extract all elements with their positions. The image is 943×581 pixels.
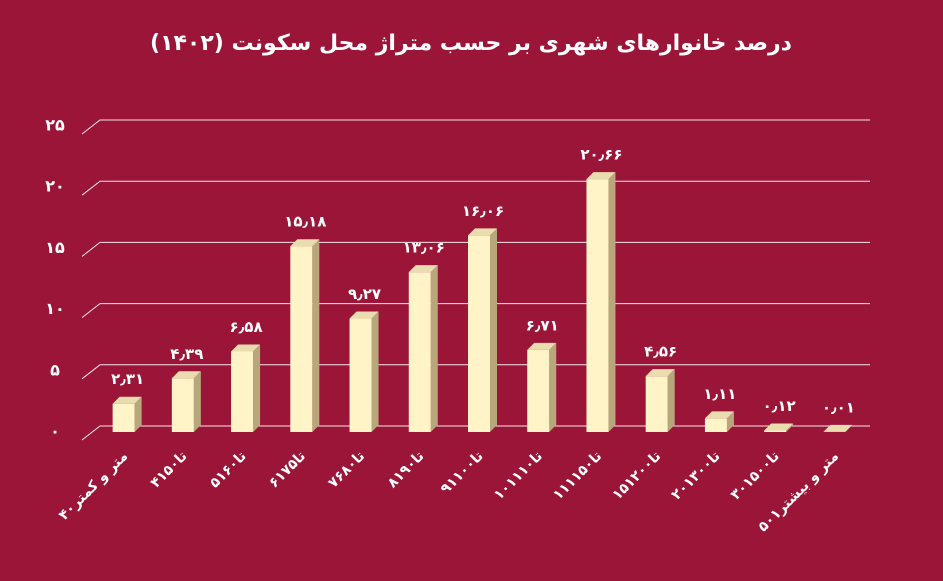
bar: [290, 246, 313, 432]
bar-top: [586, 172, 616, 180]
grid-line: [81, 119, 870, 135]
bar-top: [764, 423, 794, 431]
bar: [527, 349, 550, 432]
bar-top: [231, 344, 261, 352]
bar-top: [112, 396, 142, 404]
bar: [171, 378, 194, 432]
bar: [645, 376, 668, 432]
data-label: ۱۶٫۰۶: [462, 202, 504, 220]
bar: [704, 418, 727, 432]
bar: [468, 235, 490, 432]
bar: [764, 430, 787, 432]
chart-title: درصد خانوارهای شهری بر حسب متراژ محل سکو…: [150, 31, 792, 56]
bar-side: [786, 423, 794, 432]
bar-side: [726, 411, 734, 432]
bar-top: [823, 424, 853, 432]
data-label: ۲٫۳۱: [111, 370, 144, 388]
bar-side: [549, 342, 557, 432]
bar-top: [349, 311, 379, 319]
bar: [231, 351, 254, 432]
bar-side: [193, 371, 201, 432]
y-tick-label: ۱۰: [45, 299, 65, 318]
bar-top: [468, 228, 497, 236]
data-label: ۰٫۱۲: [763, 397, 796, 415]
bar: [408, 272, 431, 432]
bar-top: [408, 265, 438, 273]
data-label: ۶٫۵۸: [230, 318, 263, 336]
bar-side: [430, 265, 438, 432]
bar-side: [253, 344, 261, 432]
data-label: ۱۳٫۰۶: [403, 239, 445, 257]
y-tick-label: ۱۵: [45, 238, 65, 257]
data-label: ۱٫۱۱: [703, 385, 736, 403]
bar: [586, 179, 609, 432]
bar-top: [290, 239, 320, 247]
bar-side: [134, 396, 142, 432]
y-tick-label: ۵: [50, 360, 60, 379]
bar: [112, 403, 135, 432]
bar-side: [608, 172, 616, 433]
bar-side: [845, 424, 853, 432]
bar-top: [527, 342, 557, 350]
bar-side: [490, 228, 497, 432]
bar-top: [171, 371, 201, 379]
bar-top: [704, 411, 734, 419]
y-tick-label: ۲۰: [45, 177, 65, 196]
bar-top: [645, 369, 675, 377]
y-tick-label: ۲۵: [45, 116, 65, 135]
data-label: ۶٫۷۱: [526, 316, 559, 334]
data-label: ۴٫۵۶: [644, 343, 677, 361]
y-tick-label: ۰: [50, 422, 60, 441]
data-label: ۰٫۰۱: [822, 398, 855, 416]
bar: [349, 318, 372, 432]
bar-side: [667, 369, 675, 432]
data-label: ۱۵٫۱۸: [284, 213, 326, 231]
data-label: ۲۰٫۶۶: [580, 146, 622, 164]
data-label: ۴٫۳۹: [170, 345, 203, 363]
data-label: ۹٫۲۷: [348, 285, 381, 303]
bar-side: [312, 239, 320, 432]
bar-side: [371, 311, 379, 432]
